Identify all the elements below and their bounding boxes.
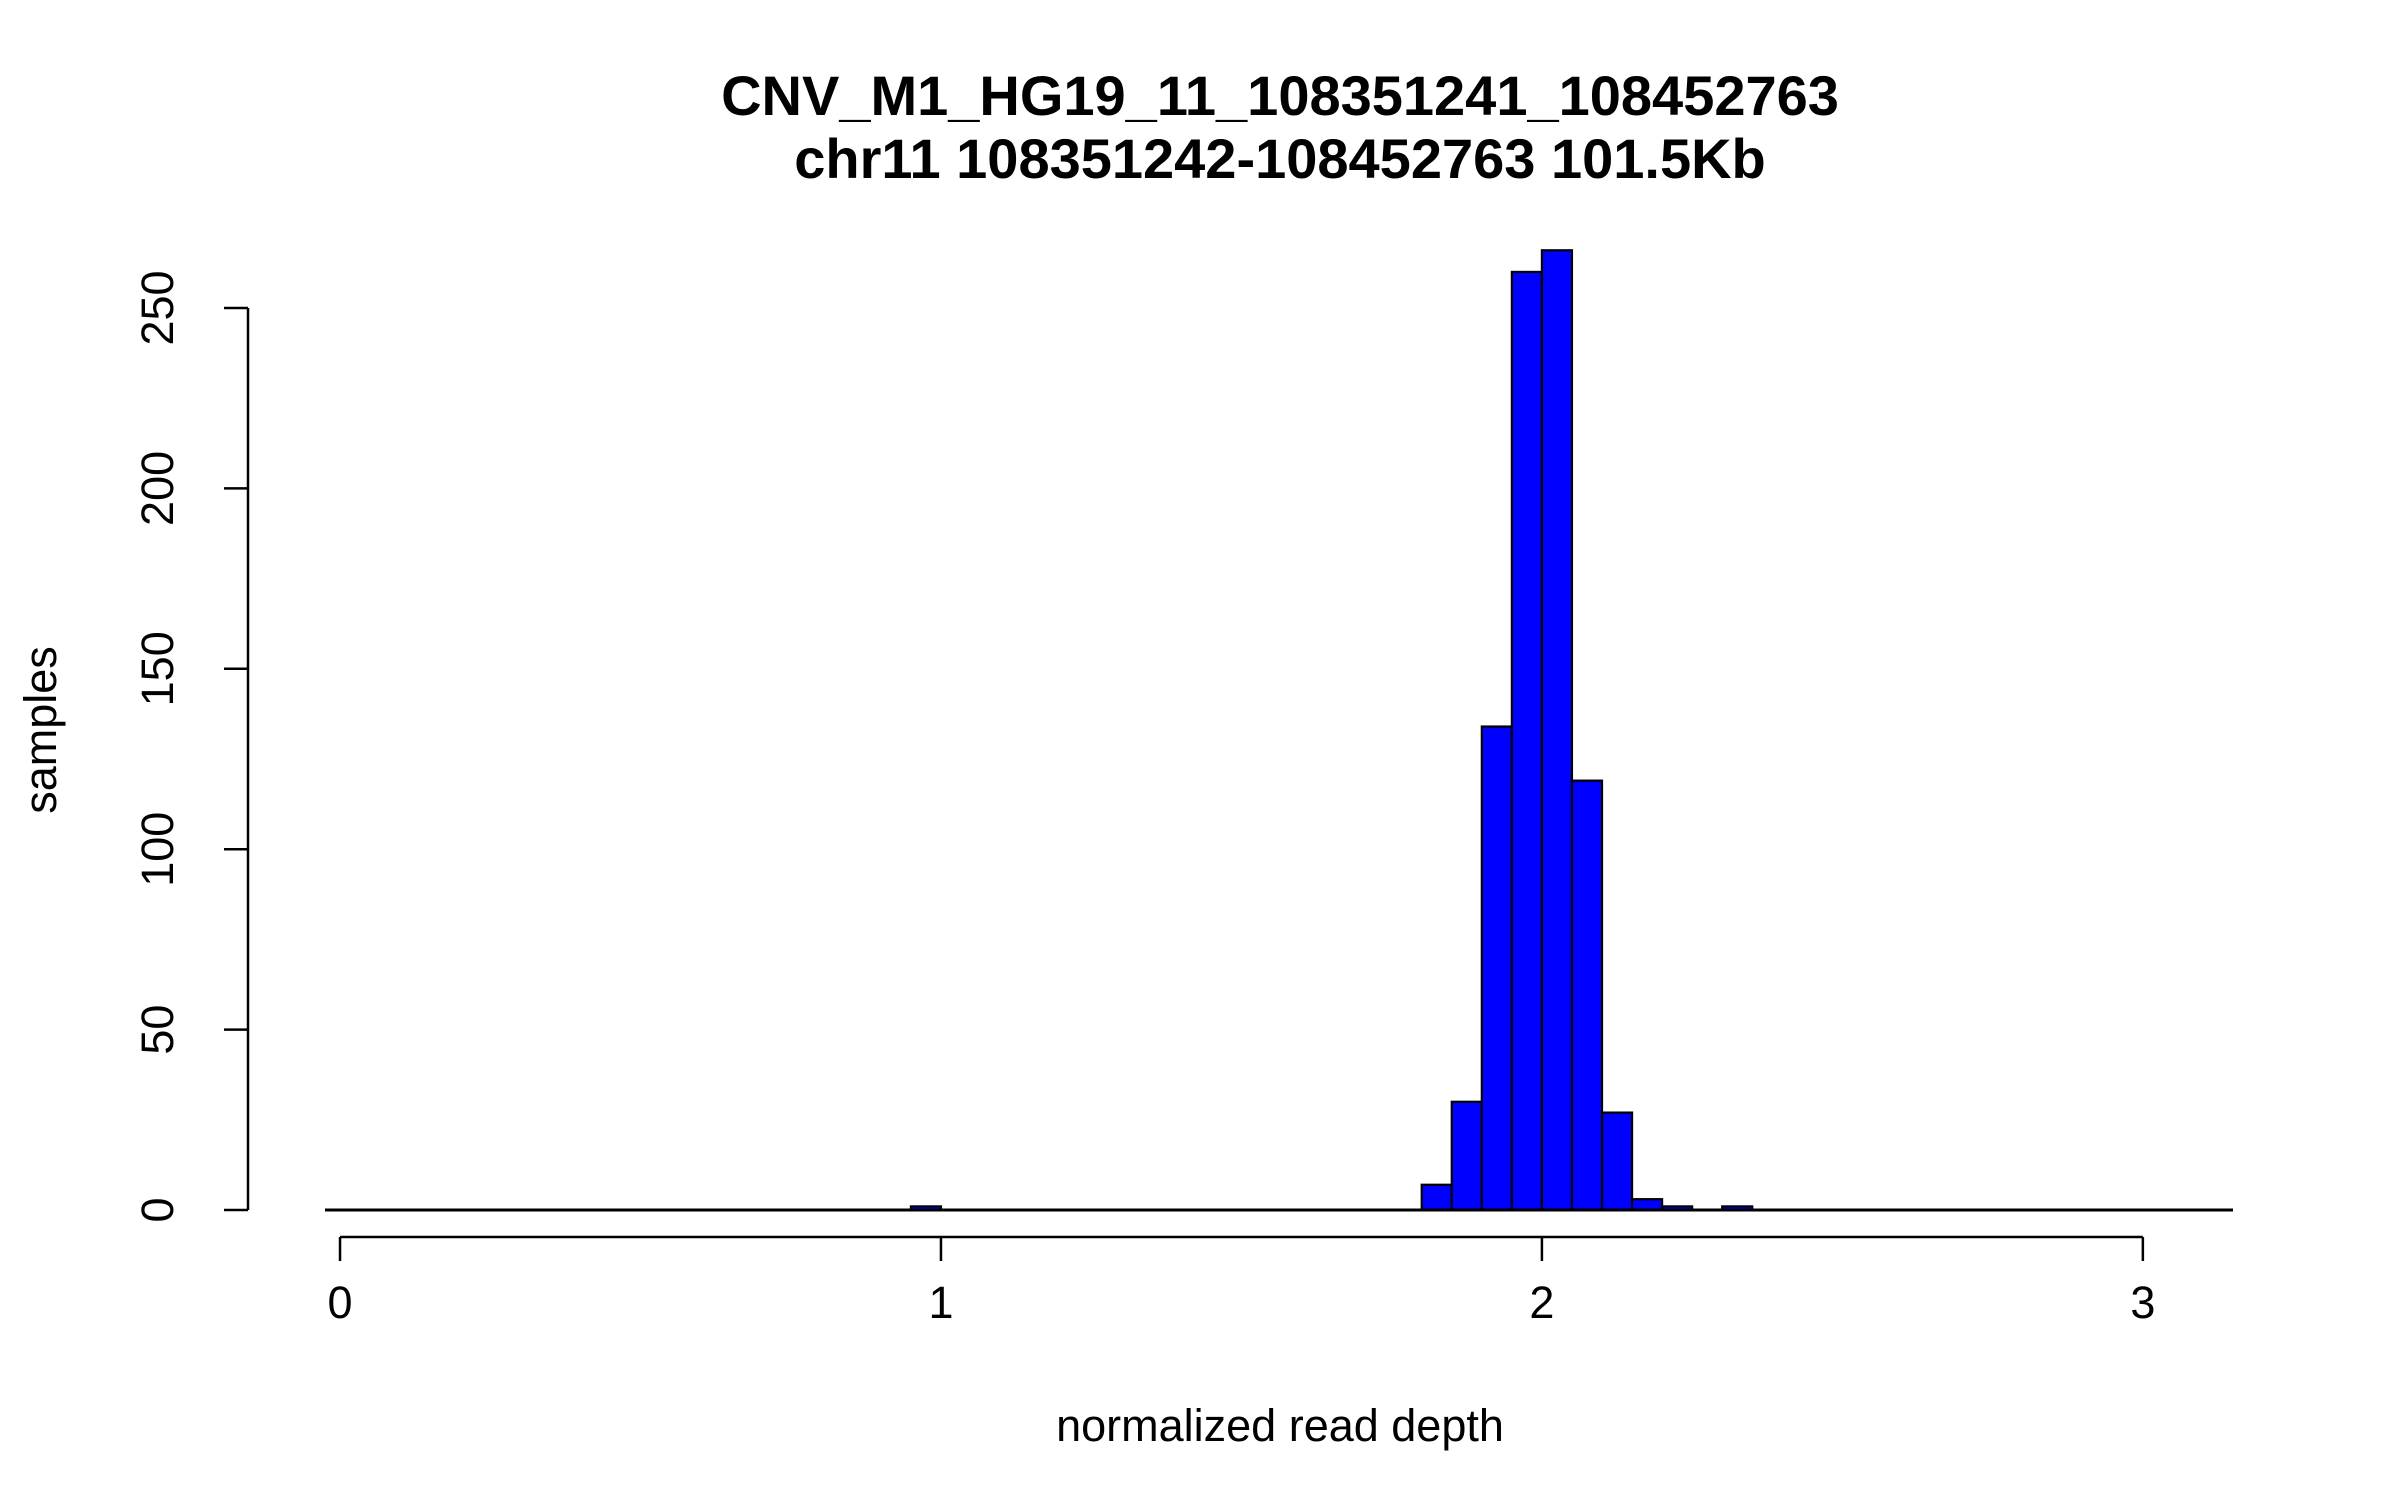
y-tick-label-100: 100 [132, 812, 183, 887]
chart-subtitle: chr11 108351242-108452763 101.5Kb [794, 127, 1766, 190]
x-axis: 0 1 2 3 [328, 1235, 2155, 1328]
y-tick-label-200: 200 [132, 451, 183, 526]
chart-title: CNV_M1_HG19_11_108351241_108452763 [721, 64, 1839, 127]
y-tick-label-150: 150 [132, 631, 183, 706]
y-axis: 0 50 100 150 200 250 [132, 270, 250, 1223]
y-axis-title: samples [15, 646, 66, 814]
histogram-bar-2 [1450, 1100, 1483, 1212]
x-tick-label-1: 1 [928, 1277, 953, 1328]
histogram-bar-8 [1630, 1198, 1664, 1212]
y-tick-label-250: 250 [132, 270, 183, 345]
histogram-bar-1 [1420, 1183, 1453, 1212]
x-axis-title: normalized read depth [1056, 1400, 1504, 1451]
x-tick-label-0: 0 [328, 1277, 353, 1328]
histogram-bar-5 [1540, 249, 1574, 1212]
y-tick-label-0: 0 [132, 1197, 183, 1222]
x-tick-label-2: 2 [1529, 1277, 1554, 1328]
histogram-bar-4 [1510, 270, 1544, 1212]
histogram-bar-6 [1570, 779, 1604, 1212]
y-tick-label-50: 50 [132, 1005, 183, 1055]
histogram-bar-7 [1600, 1111, 1634, 1212]
x-tick-label-3: 3 [2130, 1277, 2155, 1328]
bars-layer [325, 249, 2233, 1212]
histogram-bar-3 [1480, 725, 1513, 1212]
